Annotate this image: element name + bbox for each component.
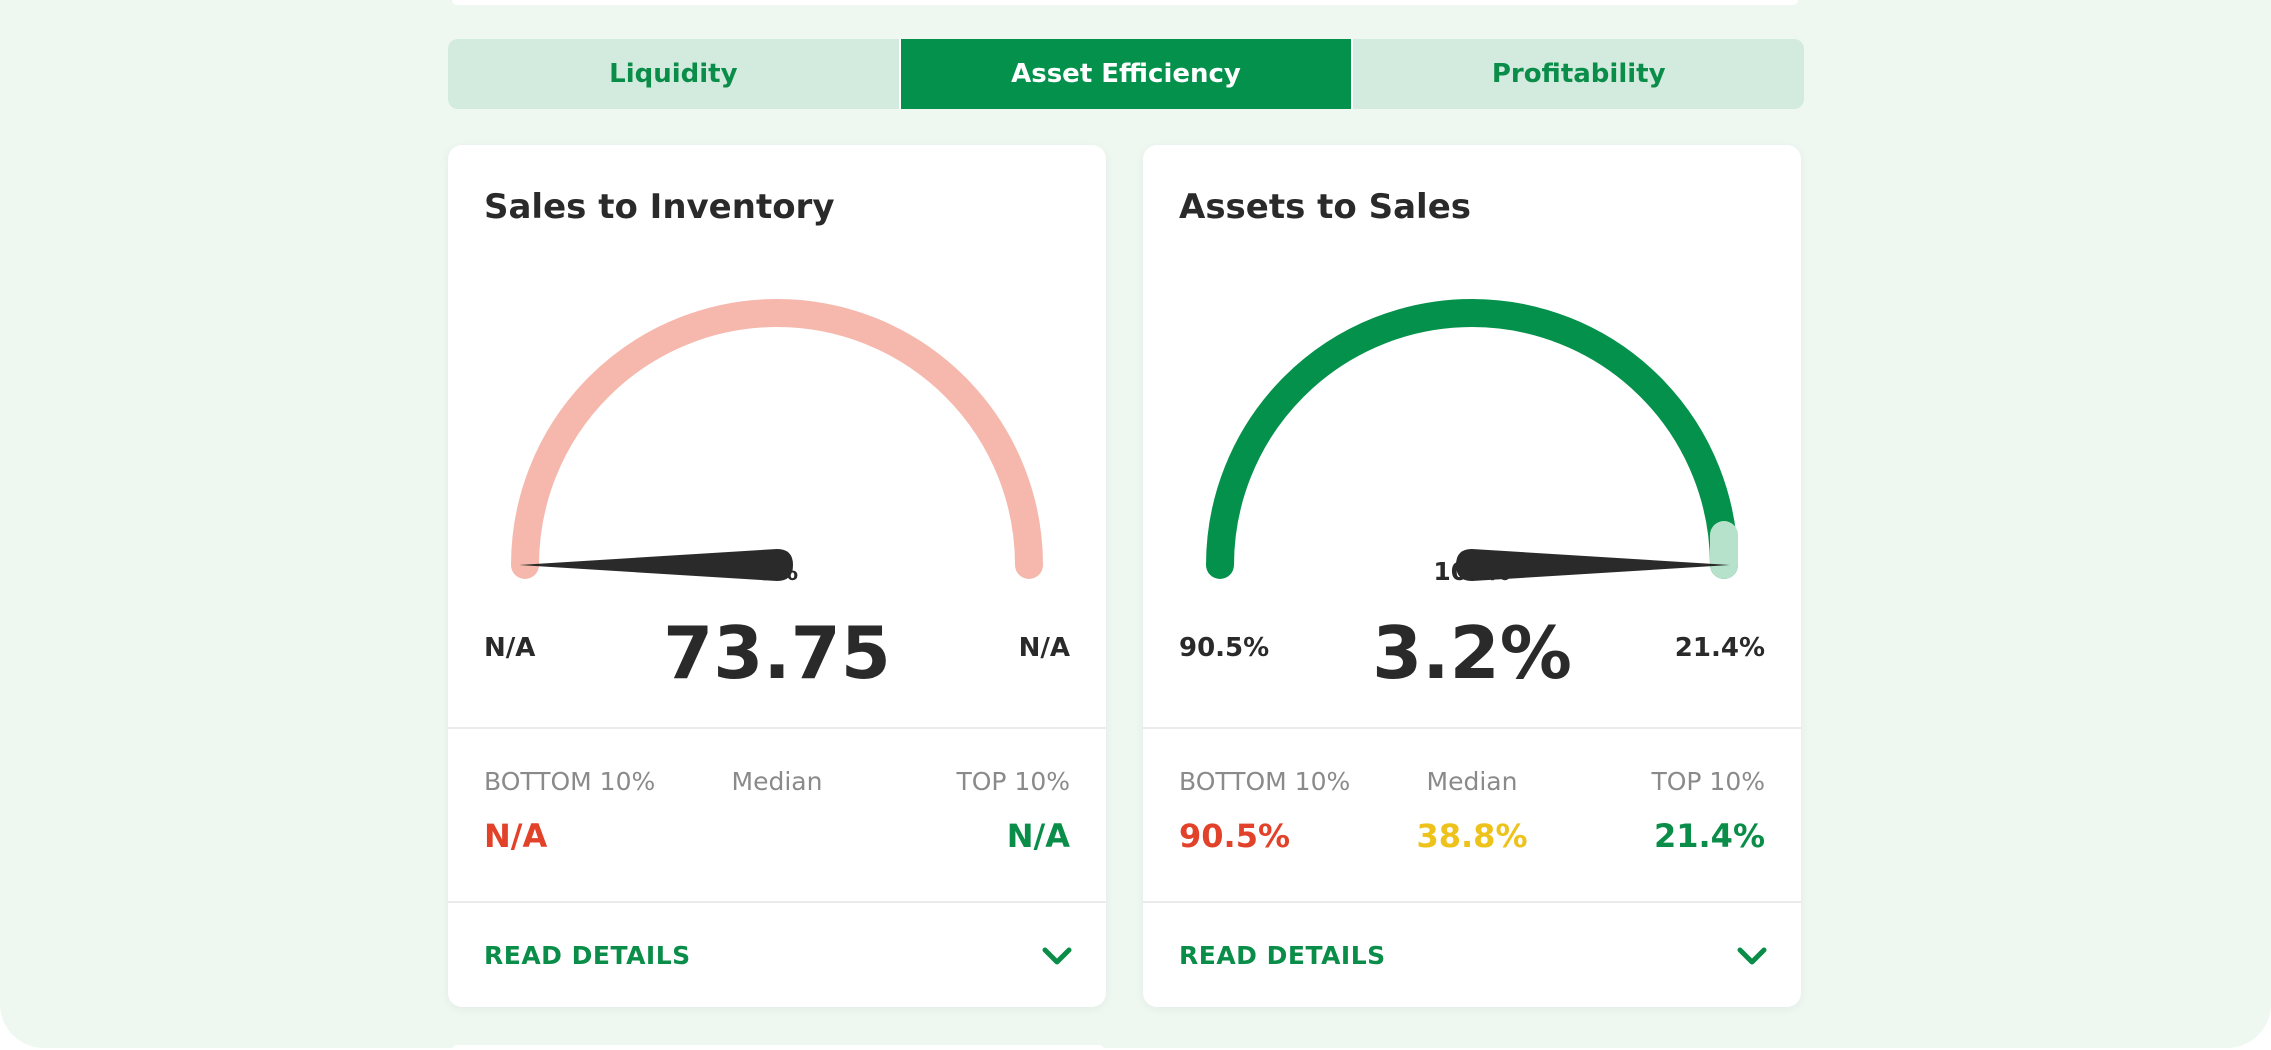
card-title: Sales to Inventory (484, 187, 835, 227)
top-10-label: TOP 10% (956, 767, 1070, 796)
gauge-min-label: N/A (484, 633, 536, 663)
gauge-percent-label: 100% (1433, 557, 1511, 586)
metric-value: 73.75 (663, 611, 891, 695)
category-tabs: Liquidity Asset Efficiency Profitability (448, 39, 1804, 109)
gauge-chart (511, 299, 1043, 581)
bottom-10-value: 90.5% (1179, 817, 1291, 855)
chevron-down-icon[interactable] (1040, 941, 1074, 971)
bottom-10-value: N/A (484, 817, 548, 855)
tab-liquidity[interactable]: Liquidity (609, 59, 738, 89)
chevron-down-icon[interactable] (1735, 941, 1769, 971)
divider (448, 901, 1106, 903)
median-value: 38.8% (1416, 817, 1528, 855)
metric-card-sales-to-inventory: Sales to Inventory 0% N/A 73.75 N/A BOTT… (448, 145, 1106, 1007)
read-details-link[interactable]: READ DETAILS (484, 941, 691, 970)
gauge-needle-icon (1456, 549, 1730, 581)
bottom-10-label: BOTTOM 10% (484, 767, 656, 796)
gauge-max-label: N/A (1018, 633, 1070, 663)
top-10-value: 21.4% (1653, 817, 1765, 855)
card-title: Assets to Sales (1179, 187, 1472, 227)
gauge-max-label: 21.4% (1674, 633, 1765, 663)
read-details-link[interactable]: READ DETAILS (1179, 941, 1386, 970)
tab-profitability[interactable]: Profitability (1351, 39, 1804, 109)
gauge-min-label: 90.5% (1179, 633, 1270, 663)
gauge-percent-label: 0% (755, 557, 799, 586)
bottom-10-label: BOTTOM 10% (1179, 767, 1351, 796)
gauge-needle-icon (519, 549, 793, 581)
top-10-value: N/A (1006, 817, 1070, 855)
divider (448, 727, 1106, 729)
next-card-edge (452, 1045, 1104, 1050)
divider (1143, 901, 1801, 903)
median-label: Median (1426, 767, 1518, 796)
tab-asset-efficiency[interactable]: Asset Efficiency (898, 39, 1352, 109)
metric-value: 3.2% (1372, 611, 1572, 695)
gauge-chart (1206, 299, 1738, 581)
metric-card-assets-to-sales: Assets to Sales 100% 90.5% 3.2% 21.4% BO… (1143, 145, 1801, 1007)
top-10-label: TOP 10% (1651, 767, 1765, 796)
median-label: Median (731, 767, 823, 796)
previous-card-edge (452, 0, 1798, 5)
gauge-arc (511, 299, 1043, 579)
gauge-arc (1206, 299, 1738, 579)
divider (1143, 727, 1801, 729)
